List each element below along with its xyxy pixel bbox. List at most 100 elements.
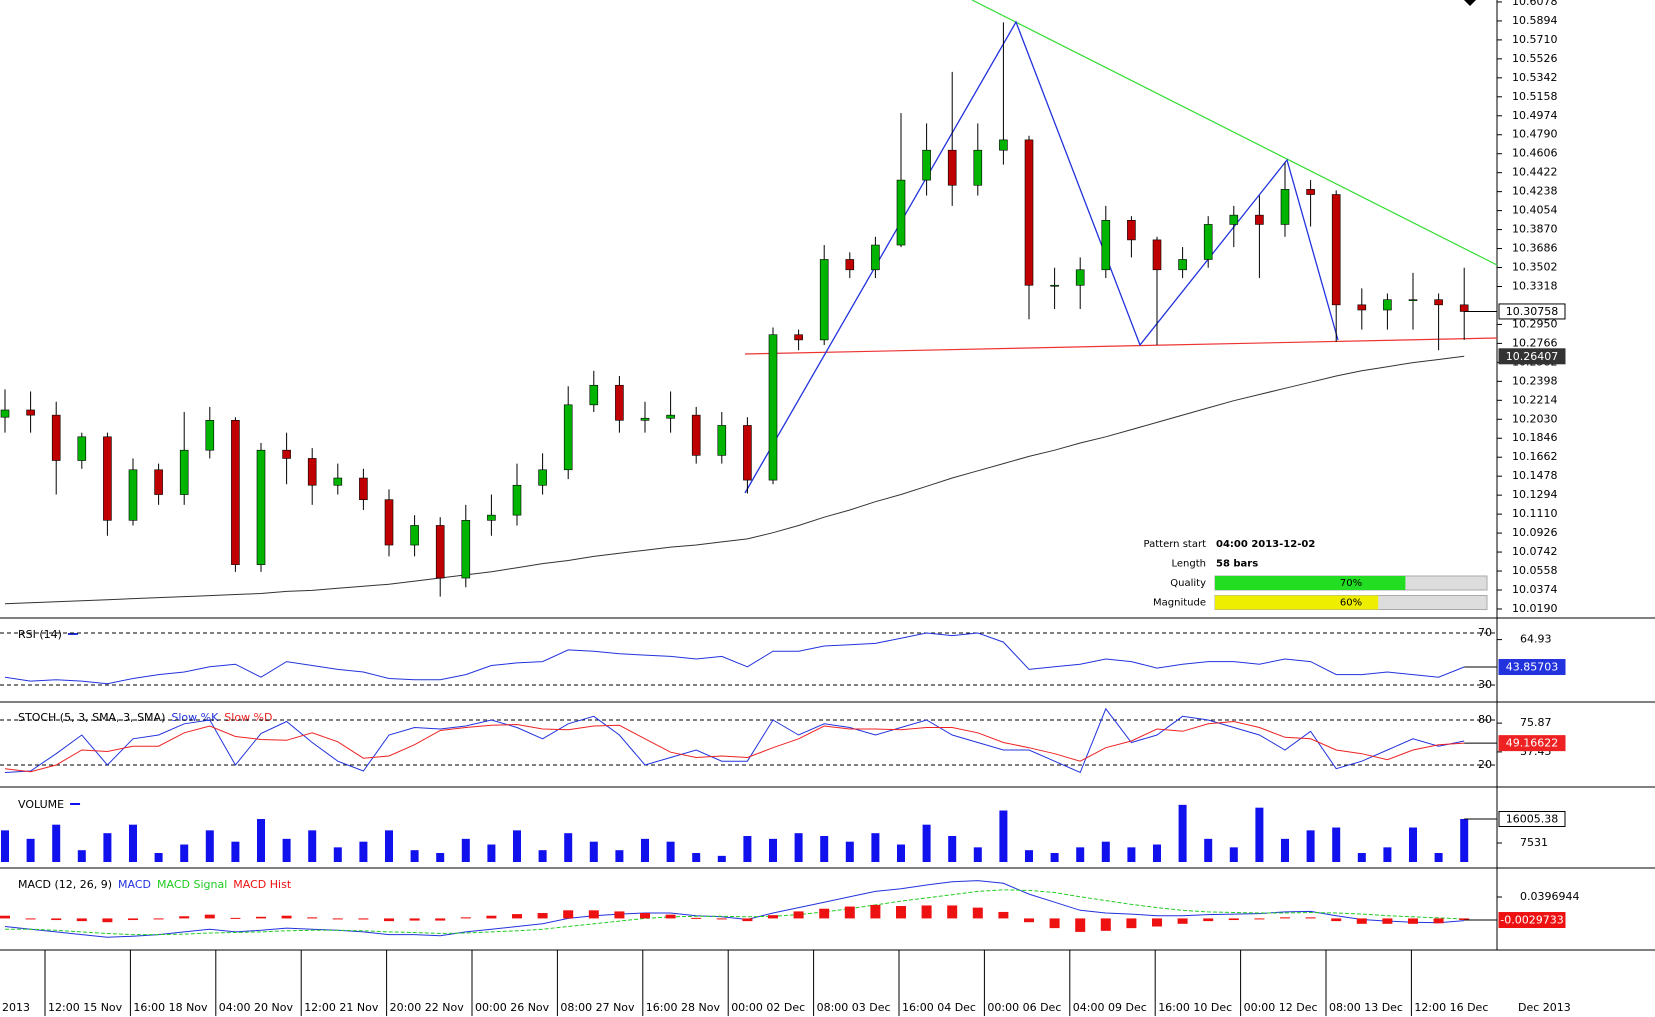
volume-bar	[436, 853, 445, 862]
y-tick-label: 64.93	[1520, 633, 1552, 646]
x-tick-label: 16:00 18 Nov	[133, 1001, 208, 1014]
indicator-line	[4, 720, 1465, 773]
level-label: 80	[1478, 713, 1492, 726]
candle-body	[538, 469, 547, 486]
histogram-bar	[1024, 918, 1034, 923]
histogram-bar	[1228, 918, 1239, 921]
volume-bar	[820, 836, 829, 862]
candle-body	[871, 244, 880, 271]
histogram-bar	[844, 906, 855, 919]
value-box	[1498, 348, 1566, 365]
histogram-bar	[665, 914, 676, 919]
legend-entry: MACD	[118, 878, 151, 891]
volume-bar	[1204, 838, 1213, 862]
volume-bar	[1306, 830, 1315, 862]
volume-bar	[1050, 853, 1059, 862]
volume-bar	[205, 830, 214, 862]
histogram-bar	[691, 917, 702, 919]
volume-bar	[1076, 847, 1085, 862]
candle-body	[717, 425, 727, 456]
y-tick-label: 10.2214	[1512, 393, 1558, 406]
candle-body	[794, 334, 803, 341]
candle-body	[1459, 304, 1469, 312]
volume-bar	[1409, 827, 1417, 862]
legend-entry: MACD Signal	[157, 878, 227, 891]
volume-bar	[564, 833, 573, 862]
y-tick-label: 0.0396944	[1520, 890, 1580, 903]
volume-bar	[1178, 804, 1187, 862]
candle-body	[1280, 189, 1290, 225]
y-tick-label: 10.2030	[1512, 412, 1558, 425]
x-tick-label: 00:00 02 Dec	[731, 1001, 805, 1014]
histogram-bar	[25, 918, 36, 920]
candle-body	[947, 149, 957, 186]
volume-bar	[1434, 853, 1443, 862]
panel-title: MACD (12, 26, 9) MACD MACD Signal MACD Hist	[18, 878, 292, 891]
pattern-key: Quality	[1170, 578, 1206, 589]
histogram-bar	[819, 908, 830, 919]
x-tick-label: Dec 2013	[1518, 1001, 1571, 1014]
x-tick-label: 12:00 15 Nov	[48, 1001, 123, 1014]
level-label: 70	[1478, 626, 1492, 639]
histogram-bar	[230, 917, 241, 919]
volume-bar	[615, 850, 624, 862]
histogram-bar	[179, 916, 190, 919]
value-box-label: 43.85703	[1506, 661, 1559, 674]
candle-body	[128, 469, 138, 521]
y-tick-label: 10.0742	[1512, 545, 1558, 558]
candle-body	[999, 139, 1008, 151]
volume-bar	[410, 850, 419, 862]
candle-body	[845, 259, 855, 271]
candle-body	[768, 334, 778, 481]
candle-body	[359, 477, 368, 500]
y-tick-label: 10.4238	[1512, 185, 1558, 198]
pattern-key: Length	[1172, 559, 1207, 570]
histogram-bar	[332, 918, 343, 920]
histogram-bar	[256, 916, 266, 919]
histogram-bar	[1254, 918, 1265, 920]
x-tick-label: 16:00 10 Dec	[1158, 1001, 1232, 1014]
x-tick-label: 08:00 27 Nov	[560, 1001, 635, 1014]
panel-title-text: STOCH (5, 3, SMA, 3, SMA)	[18, 711, 165, 724]
bar-label: 60%	[1340, 598, 1362, 609]
candle-body	[205, 420, 215, 451]
histogram-bar	[76, 918, 87, 922]
histogram-bar	[1433, 918, 1444, 924]
volume-bar	[308, 830, 317, 862]
y-tick-label: 10.3870	[1512, 223, 1558, 236]
histogram-bar	[1049, 918, 1060, 929]
y-tick-label: 10.5526	[1512, 52, 1558, 65]
volume-bar	[1025, 850, 1033, 862]
candle-body	[154, 469, 163, 495]
histogram-bar	[1152, 918, 1162, 927]
volume-bar	[1, 830, 9, 862]
histogram-bar	[358, 918, 369, 920]
panel-title: STOCH (5, 3, SMA, 3, SMA) Slow %K Slow %D	[18, 711, 272, 724]
candle-body	[333, 477, 343, 486]
volume-bar	[1127, 847, 1136, 862]
volume-bar	[973, 847, 982, 862]
candle-body	[1331, 194, 1341, 306]
candle-body	[231, 420, 240, 565]
candle-body	[640, 417, 650, 421]
volume-bar	[769, 838, 777, 862]
histogram-bar	[1203, 918, 1214, 922]
volume-bar	[513, 830, 521, 862]
y-tick-label: 10.4974	[1512, 109, 1558, 122]
volume-bar	[129, 824, 137, 862]
candle-body	[384, 499, 394, 546]
histogram-bar	[1177, 918, 1188, 924]
candle-body	[589, 384, 599, 406]
x-tick-label: 00:00 12 Dec	[1244, 1001, 1318, 1014]
candle-body	[615, 384, 624, 421]
volume-bar	[1153, 844, 1161, 862]
pattern-key: Magnitude	[1153, 598, 1206, 609]
indicator-line	[4, 880, 1465, 938]
candle-body	[1255, 214, 1264, 225]
volume-bar	[461, 838, 470, 862]
moving-average	[4, 355, 1465, 605]
level-label: 30	[1478, 678, 1492, 691]
pattern-key: Pattern start	[1144, 539, 1207, 550]
y-tick-label: 10.2950	[1512, 317, 1558, 330]
